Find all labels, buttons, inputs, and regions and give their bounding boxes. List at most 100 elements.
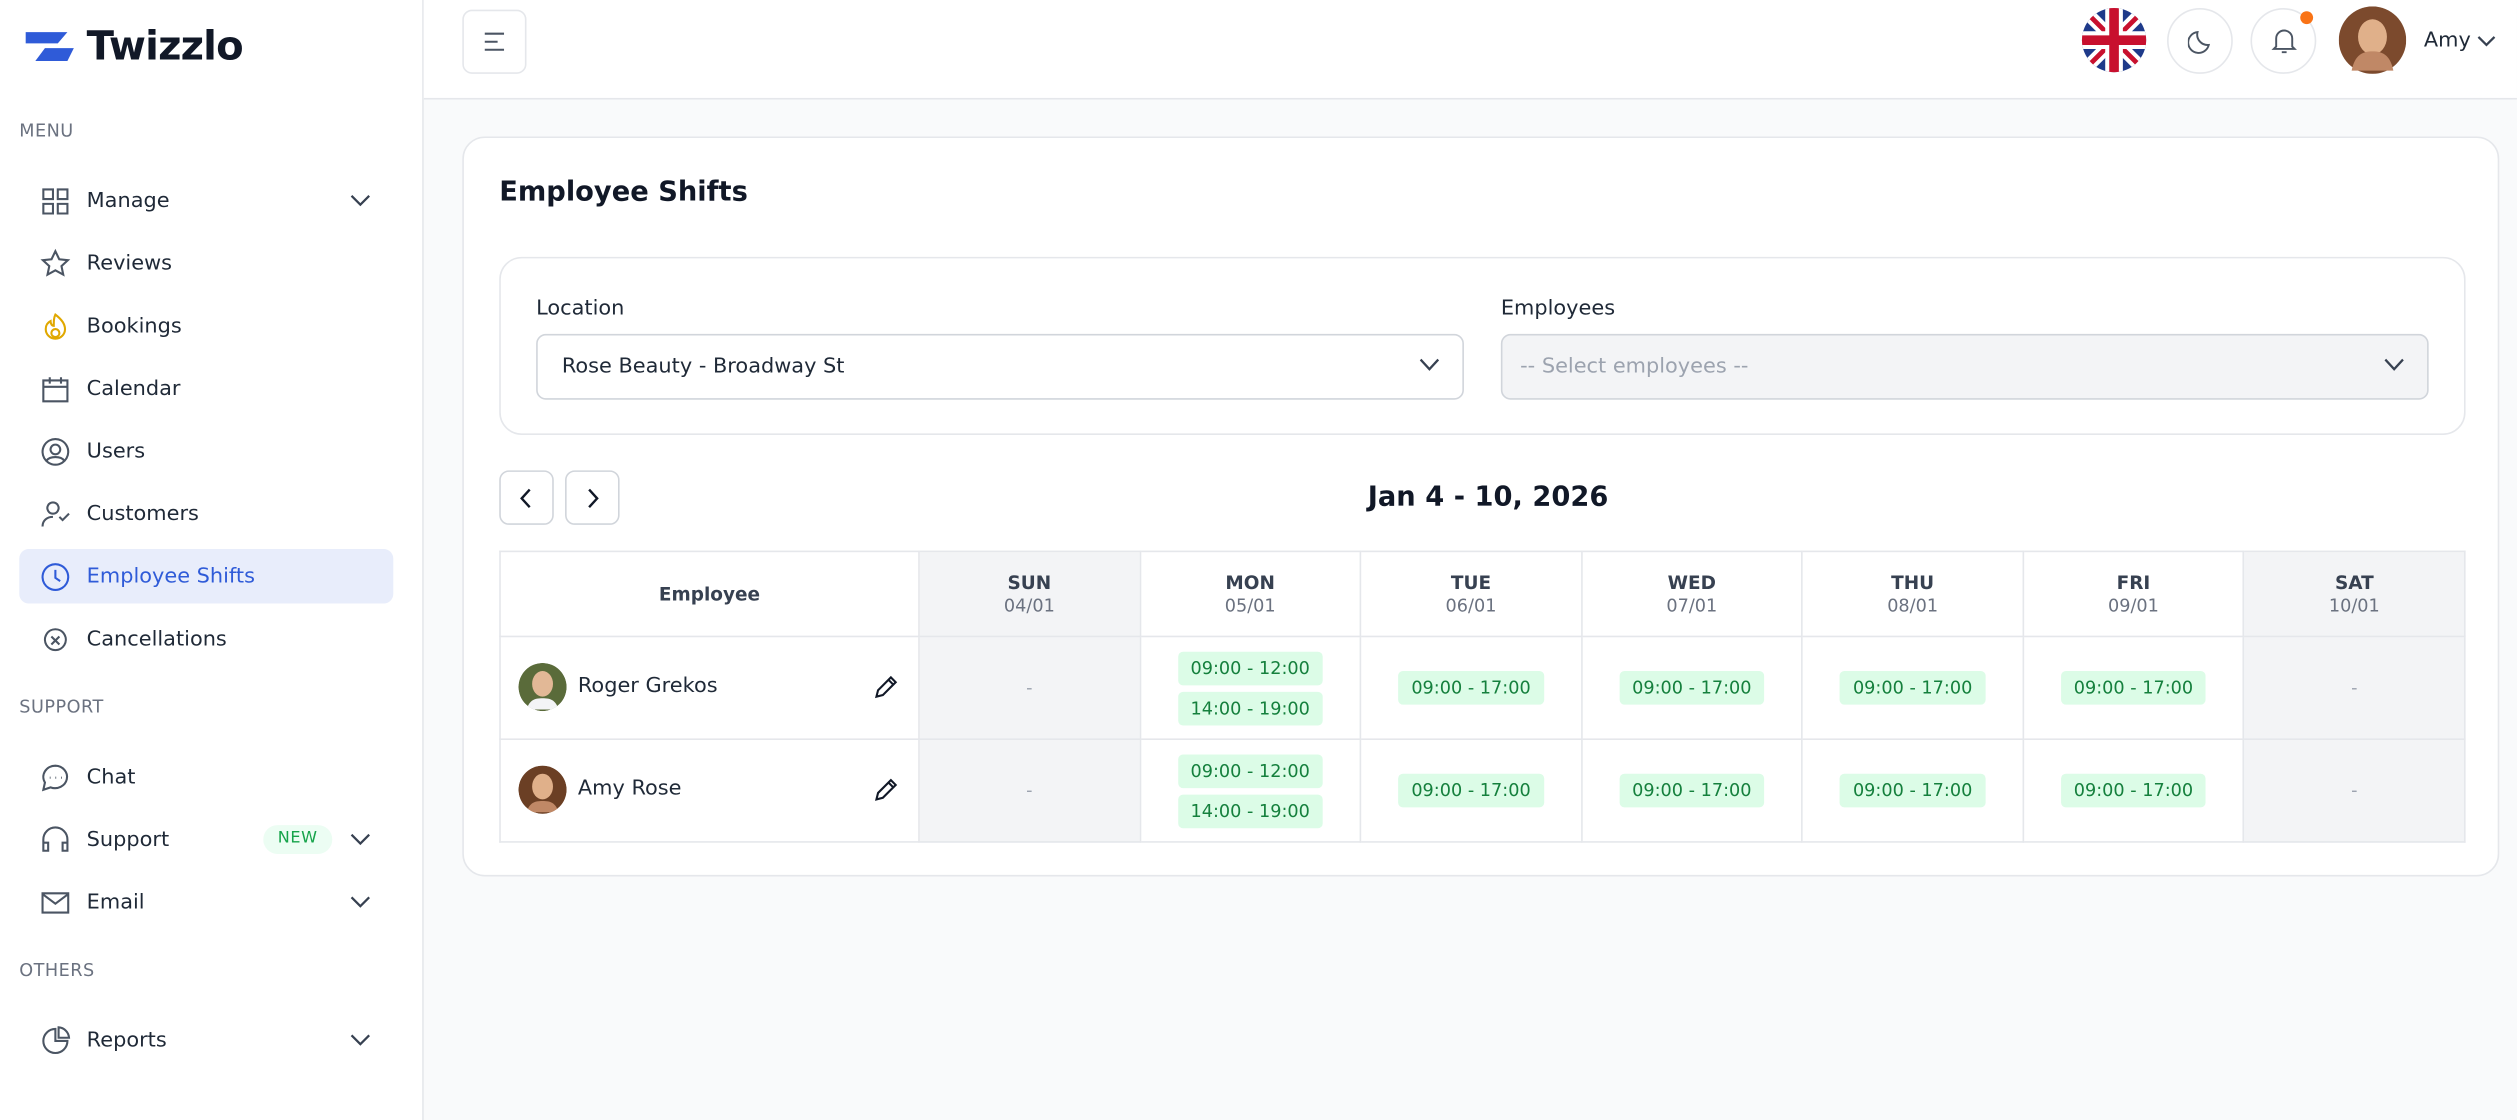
- nav-item[interactable]: Email: [0, 872, 424, 935]
- nav-item[interactable]: Reports: [0, 1010, 424, 1073]
- day-name: MON: [1225, 571, 1275, 594]
- shift-cell: 09:00 - 12:00 14:00 - 19:00: [1138, 738, 1362, 843]
- nav-item[interactable]: Customers: [0, 483, 424, 546]
- employees-label: Employees: [1500, 296, 1616, 322]
- nav-icon-path: [44, 313, 67, 340]
- prev-week[interactable]: [499, 470, 554, 525]
- employees-select[interactable]: -- Select employees --: [1500, 333, 2429, 400]
- shift-pill[interactable]: 09:00 - 17:00: [1840, 670, 1986, 705]
- employee-avatar: [518, 662, 567, 712]
- topbar: Amy: [423, 0, 2517, 100]
- edit-button[interactable]: [873, 777, 899, 803]
- nav-item[interactable]: Employee Shifts: [0, 546, 424, 609]
- day-date: 07/01: [1666, 595, 1718, 617]
- nav-section: MENU Manage Reviews Bookings Calendar Users Cu…: [0, 112, 424, 671]
- user-menu-chevron[interactable]: [2477, 35, 2496, 48]
- table-header: Employee SUN 04/01 MON 05/01 TUE 06/01 WED 07/0…: [499, 550, 2466, 638]
- day-header: SUN 04/01: [918, 550, 1141, 638]
- select-chevron: [1419, 358, 1440, 371]
- avatar-body: [526, 698, 559, 710]
- nav-chevron[interactable]: [350, 894, 371, 910]
- next-icon: [588, 488, 599, 509]
- day-date: 06/01: [1445, 595, 1497, 617]
- shift-pill[interactable]: 09:00 - 17:00: [1398, 773, 1544, 808]
- user-name[interactable]: Amy: [2423, 28, 2471, 53]
- shift-cell: 09:00 - 17:00: [1359, 635, 1583, 740]
- language-flag[interactable]: [2080, 6, 2147, 73]
- nav-item[interactable]: Chat: [0, 746, 424, 809]
- chevron-path: [350, 896, 370, 908]
- nav-item[interactable]: Users: [0, 421, 424, 484]
- nav-icon-path: [40, 248, 71, 277]
- nav-label: Calendar: [86, 377, 181, 402]
- employee-header-cell: Employee: [499, 550, 920, 638]
- shift-pill[interactable]: 14:00 - 19:00: [1177, 793, 1323, 828]
- no-shift: -: [2351, 780, 2358, 801]
- table-body: Roger Grekos -09:00 - 12:00 14:00 - 19:00 0…: [499, 635, 2466, 843]
- location-select[interactable]: Rose Beauty - Broadway St: [536, 333, 1464, 400]
- nav-icon: [41, 892, 70, 914]
- day-date: 09/01: [2108, 595, 2159, 617]
- nav-label: Employee Shifts: [86, 565, 255, 590]
- shift-pill[interactable]: 09:00 - 17:00: [1840, 773, 1986, 808]
- day-date: 04/01: [1003, 595, 1055, 617]
- nav-item[interactable]: Bookings: [0, 295, 424, 358]
- brand[interactable]: Twizzlo: [22, 22, 244, 69]
- nav-label: Reports: [86, 1028, 167, 1054]
- day-name: THU: [1891, 571, 1935, 594]
- shift-cell: 09:00 - 17:00: [1801, 635, 2024, 740]
- employee-name: Roger Grekos: [577, 674, 718, 699]
- logo-mark: [25, 31, 74, 61]
- nav-icon: [41, 501, 70, 527]
- nav-label: Manage: [86, 189, 170, 214]
- pencil-path: [875, 675, 898, 699]
- nav-icon: [44, 313, 67, 340]
- nav-icon: [42, 188, 69, 215]
- nav-label: Support: [86, 828, 170, 853]
- notifications[interactable]: [2250, 8, 2317, 74]
- nav-chevron[interactable]: [350, 831, 371, 847]
- shift-pill[interactable]: 09:00 - 17:00: [2060, 670, 2206, 705]
- shift-pill[interactable]: 09:00 - 17:00: [1398, 670, 1544, 705]
- nav-icon-path: [41, 563, 70, 591]
- user-avatar[interactable]: [2338, 6, 2407, 74]
- nav-icon-path: [41, 892, 70, 914]
- shift-cell: -: [2243, 635, 2466, 740]
- nav-icon-path: [41, 437, 70, 466]
- nav-badge: NEW: [263, 825, 333, 854]
- nav-label: Customers: [86, 502, 199, 527]
- day-header: SAT 10/01: [2243, 550, 2466, 638]
- employee-cell: Amy Rose: [499, 738, 920, 843]
- shift-pill[interactable]: 09:00 - 12:00: [1177, 650, 1323, 685]
- nav-icon-path: [42, 377, 69, 403]
- shift-pill[interactable]: 14:00 - 19:00: [1177, 691, 1323, 725]
- theme-toggle[interactable]: [2167, 8, 2233, 74]
- nav-chevron[interactable]: [350, 1032, 371, 1048]
- nav-item[interactable]: Manage: [0, 170, 424, 233]
- shift-pill[interactable]: 09:00 - 17:00: [1619, 773, 1765, 808]
- edit-button[interactable]: [873, 674, 899, 700]
- employees-placeholder: -- Select employees --: [1520, 354, 1749, 379]
- nav-icon: [41, 563, 70, 591]
- nav-item[interactable]: Cancellations: [0, 608, 424, 671]
- nav-item[interactable]: Reviews: [0, 233, 424, 296]
- shift-pill[interactable]: 09:00 - 17:00: [2060, 773, 2206, 808]
- shift-pill[interactable]: 09:00 - 17:00: [1619, 670, 1765, 705]
- employee-avatar: [518, 765, 567, 814]
- nav-chevron[interactable]: [350, 193, 371, 209]
- day-name: TUE: [1450, 571, 1492, 594]
- sidebar-nav: MENU Manage Reviews Bookings Calendar Users Cu…: [0, 112, 424, 1072]
- no-shift: -: [1026, 780, 1033, 801]
- menu-toggle[interactable]: [462, 9, 527, 74]
- select-chevron: [2384, 358, 2404, 371]
- next-week[interactable]: [565, 470, 620, 525]
- nav-label: Email: [86, 890, 145, 915]
- pencil-path: [875, 778, 898, 801]
- shift-pill[interactable]: 09:00 - 12:00: [1177, 753, 1323, 788]
- nav-item[interactable]: Support NEW: [0, 809, 424, 872]
- shift-cell: 09:00 - 17:00: [2022, 635, 2245, 740]
- shift-cell: -: [918, 635, 1141, 740]
- nav-item[interactable]: Calendar: [0, 358, 424, 421]
- day-header: THU 08/01: [1801, 550, 2024, 638]
- day-header: WED 07/01: [1580, 550, 1804, 638]
